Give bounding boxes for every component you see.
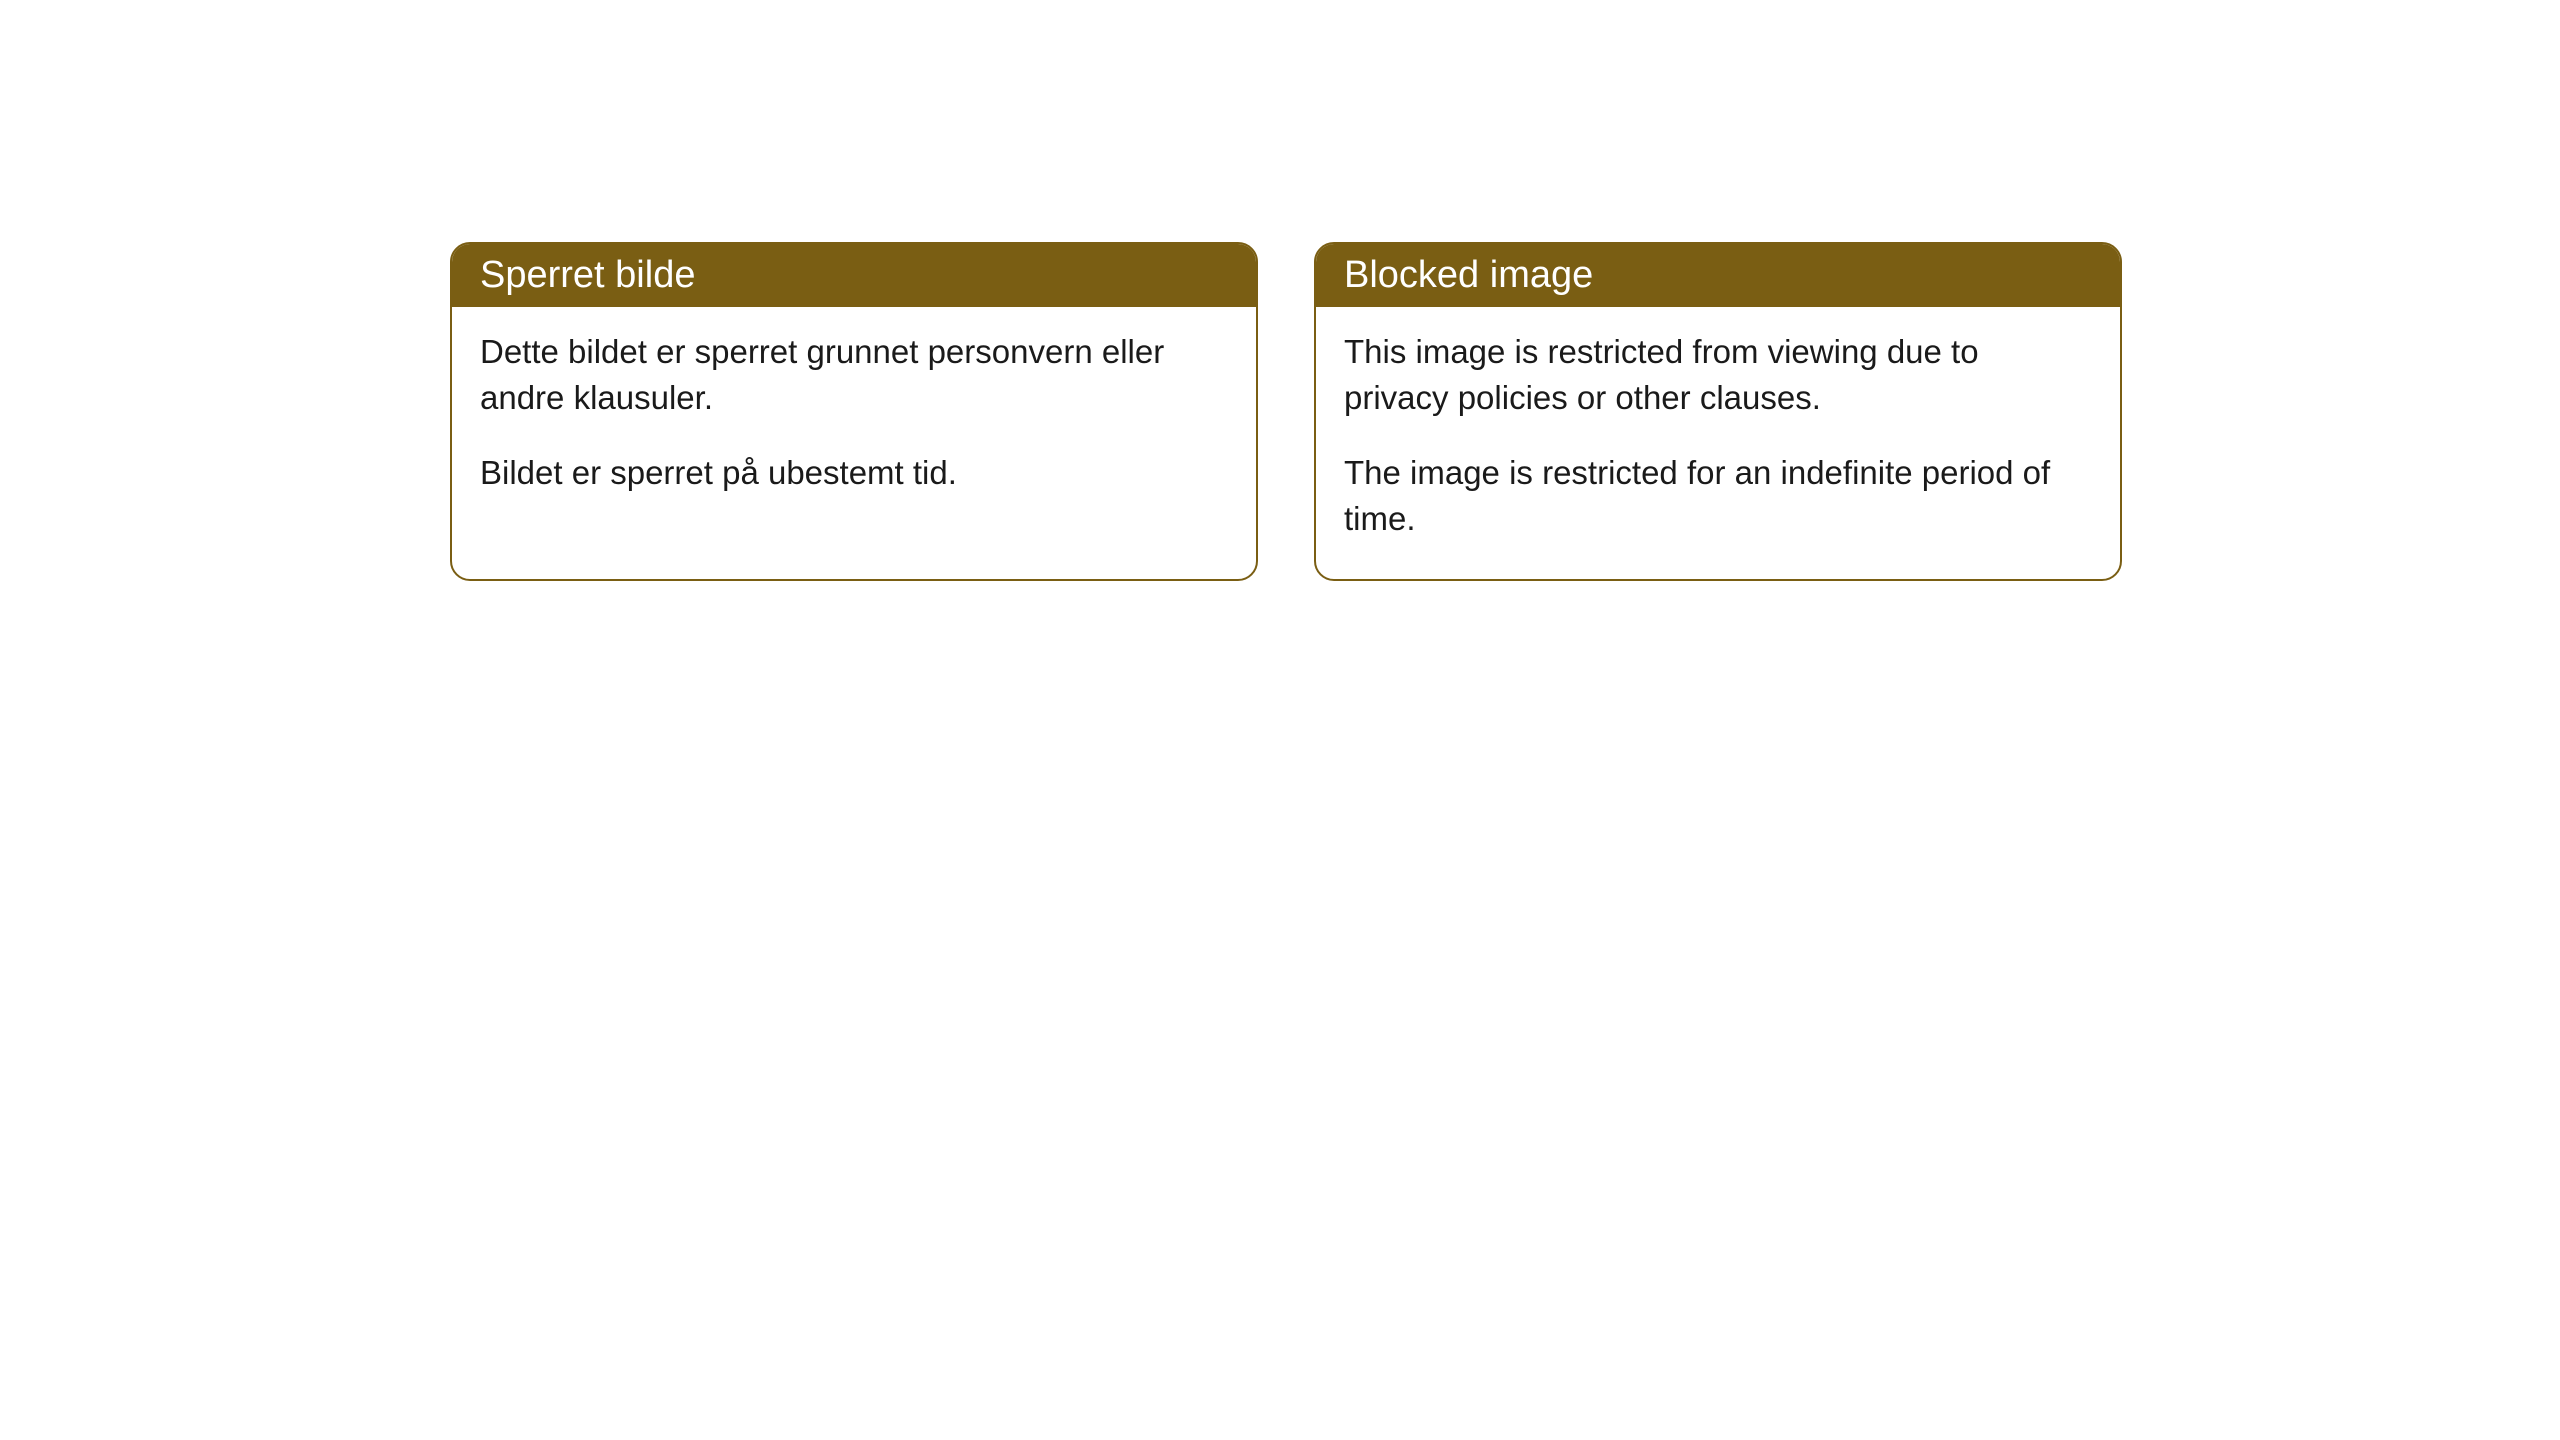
- card-paragraph: The image is restricted for an indefinit…: [1344, 450, 2092, 541]
- card-body: This image is restricted from viewing du…: [1316, 307, 2120, 579]
- blocked-image-card-english: Blocked image This image is restricted f…: [1314, 242, 2122, 581]
- card-body: Dette bildet er sperret grunnet personve…: [452, 307, 1256, 534]
- card-header: Sperret bilde: [452, 244, 1256, 307]
- card-paragraph: This image is restricted from viewing du…: [1344, 329, 2092, 420]
- card-paragraph: Bildet er sperret på ubestemt tid.: [480, 450, 1228, 496]
- card-paragraph: Dette bildet er sperret grunnet personve…: [480, 329, 1228, 420]
- card-title: Blocked image: [1344, 254, 1593, 296]
- card-title: Sperret bilde: [480, 254, 695, 296]
- info-cards-container: Sperret bilde Dette bildet er sperret gr…: [450, 242, 2560, 581]
- blocked-image-card-norwegian: Sperret bilde Dette bildet er sperret gr…: [450, 242, 1258, 581]
- card-header: Blocked image: [1316, 244, 2120, 307]
